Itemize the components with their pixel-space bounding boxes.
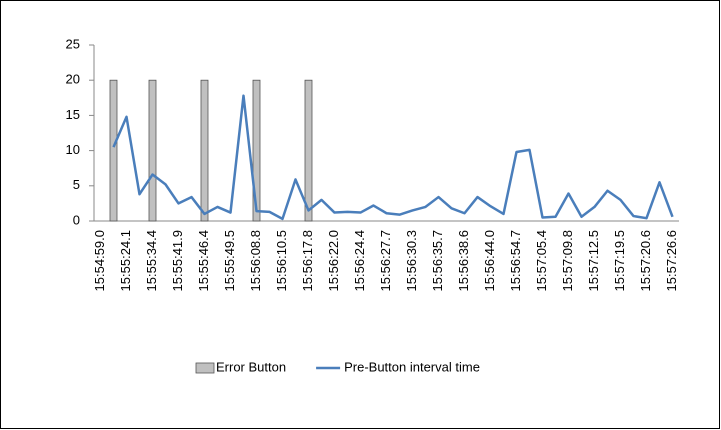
x-tick-label: 15:57:26.6 — [664, 230, 679, 291]
y-tick-label: 5 — [73, 177, 80, 192]
x-tick-label: 15:57:19.5 — [612, 230, 627, 291]
x-tick-label: 15:56:44.0 — [482, 230, 497, 291]
x-tick-label: 15:56:10.5 — [274, 230, 289, 291]
y-tick-label: 10 — [66, 142, 80, 157]
x-tick-label: 15:56:54.7 — [508, 230, 523, 291]
bar — [200, 79, 209, 222]
x-tick-label: 15:57:20.6 — [638, 230, 653, 291]
legend-label: Pre-Button interval time — [344, 359, 480, 374]
x-tick-label: 15:56:35.7 — [430, 230, 445, 291]
x-tick-label: 15:56:22.0 — [326, 230, 341, 291]
bar — [148, 79, 157, 222]
x-tick-label: 15:55:24.1 — [118, 230, 133, 291]
line — [112, 94, 674, 221]
x-tick-label: 15:57:05.4 — [534, 230, 549, 291]
bar — [252, 79, 261, 222]
y-tick-label: 0 — [73, 212, 80, 227]
x-tick-label: 15:56:17.8 — [300, 230, 315, 291]
x-tick-label: 15:56:24.4 — [352, 230, 367, 291]
y-tick-label: 25 — [66, 36, 80, 51]
x-tick-label: 15:56:30.3 — [404, 230, 419, 291]
x-tick-label: 15:56:27.7 — [378, 230, 393, 291]
bar — [304, 79, 313, 222]
legend-label: Error Button — [216, 359, 286, 374]
x-tick-label: 15:56:08.8 — [248, 230, 263, 291]
legend-swatch — [195, 362, 215, 374]
x-tick-label: 15:55:41.9 — [170, 230, 185, 291]
x-tick-label: 15:55:34.4 — [144, 230, 159, 291]
x-tick-label: 15:55:46.4 — [196, 230, 211, 291]
bar — [109, 79, 118, 222]
x-tick-label: 15:56:38.6 — [456, 230, 471, 291]
y-tick-label: 20 — [66, 72, 80, 87]
x-tick-label: 15:54:59.0 — [92, 230, 107, 291]
y-tick-label: 15 — [66, 107, 80, 122]
x-tick-label: 15:55:49.5 — [222, 230, 237, 291]
x-tick-label: 15:57:09.8 — [560, 230, 575, 291]
x-tick-label: 15:57:12.5 — [586, 230, 601, 291]
